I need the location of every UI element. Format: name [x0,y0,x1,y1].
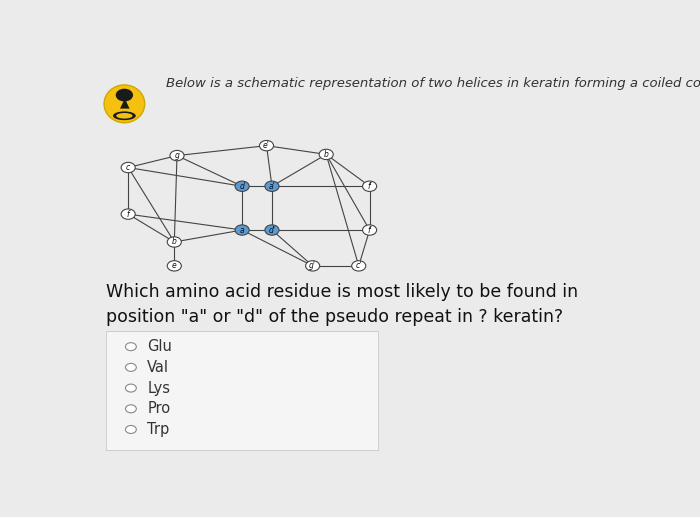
Circle shape [260,141,274,151]
Text: ▲: ▲ [120,97,130,110]
Ellipse shape [116,113,132,118]
Text: Val: Val [147,360,169,375]
Text: f: f [127,209,130,219]
Text: e: e [172,262,176,270]
Text: a: a [240,225,244,235]
Text: b: b [172,237,176,247]
FancyBboxPatch shape [106,331,378,450]
Circle shape [125,384,136,392]
Circle shape [116,89,133,101]
Text: Which amino acid residue is most likely to be found in
position "a" or "d" of th: Which amino acid residue is most likely … [106,283,579,326]
Circle shape [125,343,136,351]
Circle shape [170,150,184,161]
Text: g: g [174,151,179,160]
Text: Pro: Pro [147,401,170,416]
Text: c': c' [356,262,362,270]
Circle shape [167,261,181,271]
Text: d: d [239,182,244,191]
Circle shape [363,225,377,235]
Text: Lys: Lys [147,381,170,396]
Circle shape [235,225,249,235]
Circle shape [125,405,136,413]
Text: g': g' [309,262,316,270]
Text: d': d' [269,225,276,235]
Text: a': a' [269,182,275,191]
Text: f': f' [368,225,372,235]
Text: e': e' [263,141,270,150]
Text: f': f' [368,182,372,191]
Circle shape [306,261,320,271]
Text: Trp: Trp [147,422,169,437]
Text: Glu: Glu [147,339,172,354]
Circle shape [351,261,366,271]
Circle shape [125,425,136,433]
Text: Below is a schematic representation of two helices in keratin forming a coiled c: Below is a schematic representation of t… [166,78,700,90]
Circle shape [319,149,333,160]
Circle shape [235,181,249,191]
Circle shape [121,209,135,219]
Text: c: c [126,163,130,172]
Circle shape [363,181,377,191]
Text: b: b [324,150,328,159]
Circle shape [265,225,279,235]
Circle shape [265,181,279,191]
Circle shape [167,237,181,247]
Circle shape [125,363,136,371]
Circle shape [121,162,135,173]
Ellipse shape [104,85,145,123]
Ellipse shape [113,111,136,120]
